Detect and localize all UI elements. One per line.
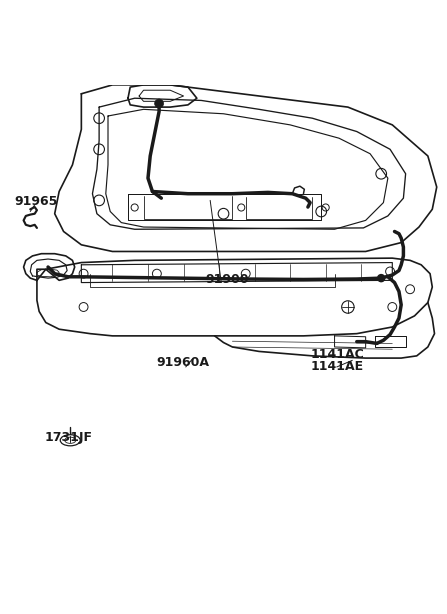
Circle shape (155, 99, 164, 108)
Text: 1141AE: 1141AE (310, 360, 363, 373)
Text: 1731JF: 1731JF (45, 431, 93, 444)
Circle shape (378, 274, 385, 282)
Text: 1141AC: 1141AC (310, 348, 364, 361)
Text: 91900: 91900 (206, 273, 249, 286)
Text: 91960A: 91960A (157, 356, 210, 368)
Text: 91965: 91965 (15, 195, 58, 208)
